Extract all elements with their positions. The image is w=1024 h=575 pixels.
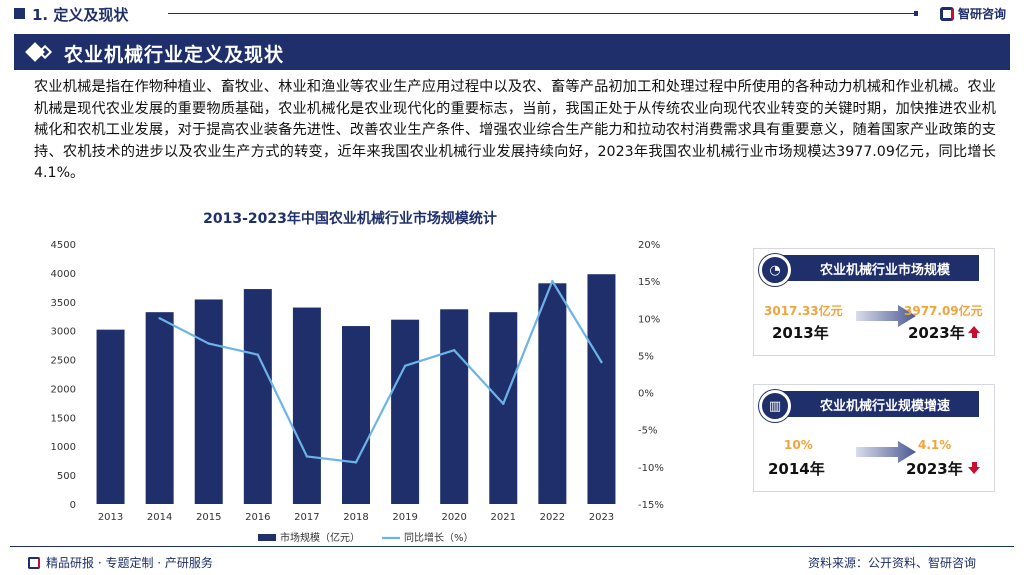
y-right-tick-label: 5% (638, 351, 654, 362)
footer-divider (10, 546, 1014, 547)
x-tick-label: 2017 (294, 512, 319, 523)
x-tick-label: 2019 (392, 512, 417, 523)
legend-bar-swatch (258, 534, 276, 541)
top-divider (168, 13, 916, 14)
section-number-title: 1. 定义及现状 (32, 6, 129, 24)
pie-chart-icon: ◔ (759, 254, 791, 286)
legend-line-label: 同比增长（%） (404, 531, 474, 544)
y-left-tick-label: 1500 (51, 413, 76, 424)
arrow-right-icon (856, 305, 916, 327)
line-point (207, 342, 210, 345)
data-source: 资料来源：公开资料、智研咨询 (808, 556, 977, 570)
card-header: 农业机械行业市场规模 (782, 255, 979, 281)
y-left-tick-label: 500 (57, 471, 76, 482)
bar (96, 329, 125, 504)
intro-paragraph: 农业机械是指在作物种植业、畜牧业、林业和渔业等农业生产应用过程中以及农、畜等产品… (34, 79, 996, 181)
y-right-tick-label: 15% (638, 277, 660, 288)
y-right-tick-label: -15% (638, 500, 664, 511)
line-point (354, 461, 358, 464)
line-point (256, 353, 260, 356)
footer-tagline-text: 精品研报 · 专题定制 · 产研服务 (46, 556, 213, 570)
bar (440, 309, 469, 504)
y-left-tick-label: 3000 (51, 327, 76, 338)
y-right-tick-label: 20% (638, 240, 660, 251)
x-tick-label: 2014 (147, 512, 172, 523)
legend-bar-label: 市场规模（亿元） (280, 531, 360, 544)
growth-line (159, 280, 603, 464)
market-size-chart: 0 500 1000 1500 2000 2500 3000 3500 4000 4500 -15%… (51, 240, 664, 544)
y-left-tick-label: 4500 (51, 240, 76, 251)
to-value: 4.1% (918, 438, 952, 452)
y-left-tick-label: 1000 (51, 442, 76, 453)
brand-icon (28, 556, 40, 569)
bar (194, 299, 223, 504)
footer-tagline: 精品研报 · 专题定制 · 产研服务 (28, 554, 213, 571)
trend-up-icon (968, 326, 980, 333)
brand-logo: 智研咨询 (940, 5, 1006, 22)
bar (538, 283, 567, 504)
line-point (452, 349, 456, 352)
market-size-card: 农业机械行业市场规模 ◔ 3017.33亿元 2013年 3977.09亿元 2… (753, 248, 995, 356)
bar (489, 312, 518, 504)
bar (292, 307, 321, 504)
line-point (600, 360, 603, 364)
section-header: 农业机械行业定义及现状 (14, 34, 1010, 70)
x-tick-label: 2013 (98, 512, 123, 523)
line-point (502, 402, 505, 405)
y-right-tick-label: 0% (638, 389, 654, 400)
x-tick-label: 2016 (245, 512, 270, 523)
square-icon (14, 8, 25, 19)
y-right-tick-label: 10% (638, 314, 660, 325)
card-title: 农业机械行业市场规模 (820, 263, 951, 278)
from-value: 10% (784, 438, 813, 452)
bar (342, 326, 370, 504)
brand-icon (940, 6, 954, 21)
y-left-tick-label: 0 (70, 500, 76, 511)
x-tick-label: 2018 (343, 512, 368, 523)
y-right-tick-label: -10% (638, 463, 664, 474)
line-point (158, 317, 161, 320)
from-value: 3017.33亿元 (764, 304, 843, 318)
y-left-tick-label: 2500 (51, 356, 76, 367)
line-point (551, 279, 554, 283)
from-year: 2014年 (768, 460, 825, 478)
y-left-tick-label: 4000 (51, 269, 76, 280)
trend-up-icon-stem (971, 333, 977, 338)
y-right-tick-label: -5% (638, 426, 657, 437)
line-point (305, 455, 309, 458)
bar (145, 312, 174, 504)
to-value: 3977.09亿元 (904, 304, 983, 318)
x-tick-label: 2020 (441, 512, 466, 523)
line-point (403, 364, 407, 368)
x-tick-label: 2022 (540, 512, 565, 523)
bar (243, 289, 272, 504)
growth-rate-card: 农业机械行业规模增速 ▥ 10% 2014年 4.1% 2023年 (753, 384, 995, 492)
x-tick-label: 2015 (196, 512, 221, 523)
trend-down-icon (968, 467, 980, 474)
bar (391, 319, 420, 504)
bar (587, 274, 616, 504)
brand-name: 智研咨询 (958, 7, 1007, 21)
from-year: 2013年 (772, 324, 829, 342)
section-title: 农业机械行业定义及现状 (64, 44, 285, 66)
top-bar: 1. 定义及现状 智研咨询 (0, 0, 1024, 34)
bar-chart-icon: ▥ (759, 390, 791, 422)
trend-down-icon-stem (971, 462, 977, 467)
arrow-right-icon (856, 441, 916, 463)
top-divider-cap (914, 11, 918, 16)
y-left-tick-label: 3500 (51, 298, 76, 309)
chart-title: 2013-2023年中国农业机械行业市场规模统计 (203, 211, 497, 227)
to-year: 2023年 (908, 324, 965, 342)
y-left-tick-label: 2000 (51, 384, 76, 395)
x-tick-label: 2023 (589, 512, 614, 523)
x-tick-label: 2021 (491, 512, 516, 523)
card-header: 农业机械行业规模增速 (782, 391, 979, 417)
card-title: 农业机械行业规模增速 (820, 399, 951, 414)
to-year: 2023年 (906, 460, 963, 478)
